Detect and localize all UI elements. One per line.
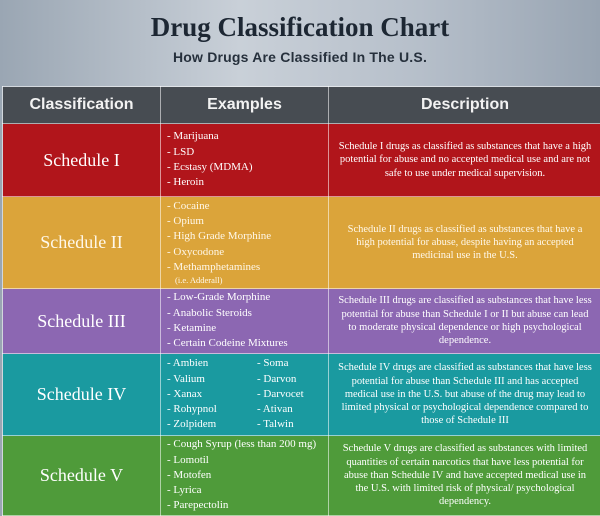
classification-cell: Schedule IV — [3, 354, 161, 436]
example-item: - Lomotil — [167, 453, 328, 468]
example-item: - Rohypnol — [167, 402, 257, 417]
table-header-row: Classification Examples Description — [3, 87, 600, 124]
examples-list: - Marijuana - LSD - Ecstasy (MDMA) - Her… — [161, 129, 328, 190]
example-item: - Zolpidem — [167, 417, 257, 432]
description-cell: Schedule I drugs as classified as substa… — [329, 124, 600, 197]
classification-cell: Schedule II — [3, 197, 161, 289]
example-item: - LSD — [167, 145, 328, 160]
examples-list: - Cough Syrup (less than 200 mg) - Lomot… — [161, 437, 328, 513]
description-cell: Schedule V drugs are classified as subst… — [329, 436, 600, 516]
example-item: - Anabolic Steroids — [167, 306, 328, 321]
example-item: - Methamphetamines — [167, 260, 328, 275]
example-item: - Ketamine — [167, 321, 328, 336]
examples-cell: - Ambien - Valium - Xanax - Rohypnol - Z… — [161, 354, 329, 436]
example-item: - Parepectolin — [167, 498, 328, 513]
classification-cell: Schedule V — [3, 436, 161, 516]
table-row-schedule-2: Schedule II - Cocaine - Opium - High Gra… — [3, 197, 600, 289]
example-item: - Motofen — [167, 468, 328, 483]
example-item: - Certain Codeine Mixtures — [167, 336, 328, 351]
examples-cell: - Cough Syrup (less than 200 mg) - Lomot… — [161, 436, 329, 516]
examples-list: - Low-Grade Morphine - Anabolic Steroids… — [161, 290, 328, 351]
column-header-classification: Classification — [3, 87, 161, 124]
column-header-description: Description — [329, 87, 600, 124]
example-item: - Darvocet — [257, 387, 304, 402]
column-header-examples: Examples — [161, 87, 329, 124]
example-item: - Ativan — [257, 402, 304, 417]
description-cell: Schedule II drugs as classified as subst… — [329, 197, 600, 289]
example-item: - Cough Syrup (less than 200 mg) — [167, 437, 328, 452]
description-cell: Schedule IV drugs are classified as subs… — [329, 354, 600, 436]
example-item: - Darvon — [257, 372, 304, 387]
examples-two-column: - Ambien - Valium - Xanax - Rohypnol - Z… — [161, 356, 328, 432]
example-item: - Opium — [167, 214, 328, 229]
examples-cell: - Cocaine - Opium - High Grade Morphine … — [161, 197, 329, 289]
example-item: - Soma — [257, 356, 304, 371]
chart-header: Drug Classification Chart How Drugs Are … — [0, 0, 600, 86]
description-cell: Schedule III drugs are classified as sub… — [329, 289, 600, 354]
example-item: - Talwin — [257, 417, 304, 432]
page-title: Drug Classification Chart — [0, 12, 600, 43]
example-item: - Ecstasy (MDMA) — [167, 160, 328, 175]
page-subtitle: How Drugs Are Classified In The U.S. — [0, 49, 600, 65]
example-item: - Oxycodone — [167, 245, 328, 260]
classification-cell: Schedule I — [3, 124, 161, 197]
examples-cell: - Low-Grade Morphine - Anabolic Steroids… — [161, 289, 329, 354]
classification-cell: Schedule III — [3, 289, 161, 354]
example-item: - Cocaine — [167, 199, 328, 214]
examples-list: - Ambien - Valium - Xanax - Rohypnol - Z… — [161, 356, 257, 432]
examples-cell: - Marijuana - LSD - Ecstasy (MDMA) - Her… — [161, 124, 329, 197]
example-item: - High Grade Morphine — [167, 229, 328, 244]
example-item: - Low-Grade Morphine — [167, 290, 328, 305]
example-item: - Heroin — [167, 175, 328, 190]
example-note: (i.e. Adderall) — [167, 275, 328, 286]
examples-list: - Cocaine - Opium - High Grade Morphine … — [161, 199, 328, 286]
example-item: - Valium — [167, 372, 257, 387]
example-item: - Xanax — [167, 387, 257, 402]
table-row-schedule-1: Schedule I - Marijuana - LSD - Ecstasy (… — [3, 124, 600, 197]
examples-list: - Soma - Darvon - Darvocet - Ativan - Ta… — [257, 356, 304, 432]
table-row-schedule-3: Schedule III - Low-Grade Morphine - Anab… — [3, 289, 600, 354]
table-row-schedule-4: Schedule IV - Ambien - Valium - Xanax - … — [3, 354, 600, 436]
example-item: - Marijuana — [167, 129, 328, 144]
table-row-schedule-5: Schedule V - Cough Syrup (less than 200 … — [3, 436, 600, 516]
classification-table: Classification Examples Description Sche… — [2, 86, 600, 516]
example-item: - Lyrica — [167, 483, 328, 498]
example-item: - Ambien — [167, 356, 257, 371]
